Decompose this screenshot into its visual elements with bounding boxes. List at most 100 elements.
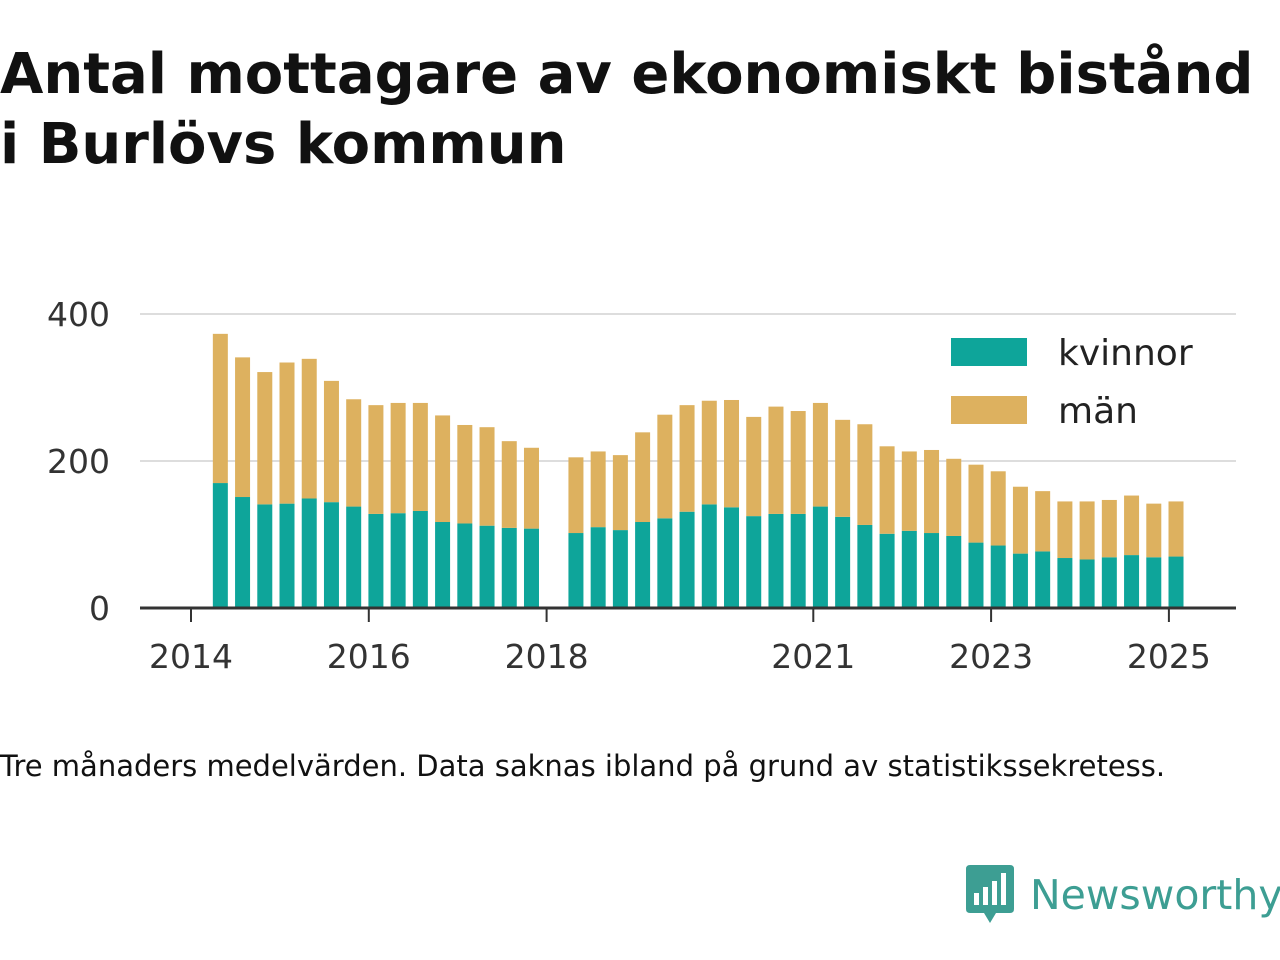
bar-kvinnor — [724, 507, 740, 608]
bar-man — [257, 372, 273, 505]
bar-kvinnor — [746, 516, 762, 608]
bar-kvinnor — [790, 513, 806, 608]
legend: kvinnor män — [951, 333, 1193, 432]
legend-man-label: män — [1058, 391, 1138, 432]
legend-kvinnor-label: kvinnor — [1058, 333, 1193, 374]
x-tick-label: 2025 — [1127, 637, 1211, 676]
bar-man — [212, 333, 228, 484]
chart-title-line-2: i Burlövs kommun — [0, 112, 567, 177]
x-tick-label: 2023 — [949, 637, 1033, 676]
bar-man — [790, 411, 806, 514]
x-tick-label: 2018 — [505, 637, 589, 676]
x-tick-label: 2014 — [149, 637, 233, 676]
bar-kvinnor — [1012, 553, 1028, 608]
bar-kvinnor — [457, 523, 473, 608]
bar-kvinnor — [1057, 558, 1073, 608]
bar-man — [279, 362, 295, 504]
bar-man — [590, 451, 606, 528]
bar-man — [346, 399, 362, 507]
bar-man — [701, 400, 717, 505]
bar-man — [1035, 491, 1051, 552]
bar-kvinnor — [346, 506, 362, 608]
bar-kvinnor — [1124, 555, 1140, 608]
bar-kvinnor — [479, 525, 495, 608]
bar-man — [901, 451, 917, 531]
bar-man — [1146, 503, 1162, 558]
bar-man — [390, 402, 406, 514]
bar-kvinnor — [835, 516, 851, 608]
bar-man — [1057, 501, 1073, 559]
bar-man — [568, 457, 584, 534]
bar-kvinnor — [368, 513, 384, 608]
chart-title: Antal mottagare av ekonomiskt bistånd i … — [0, 40, 1280, 180]
bar-man — [635, 432, 651, 523]
bar-kvinnor — [768, 513, 784, 608]
bar-kvinnor — [1035, 551, 1051, 608]
bar-man — [479, 427, 495, 526]
bar-kvinnor — [590, 527, 606, 608]
bar-man — [301, 358, 317, 499]
bar-man — [679, 405, 695, 512]
chart-title-line-1: Antal mottagare av ekonomiskt bistånd — [0, 42, 1254, 107]
bar-man — [1079, 501, 1095, 560]
chart-caption: Tre månaders medelvärden. Data saknas ib… — [0, 749, 1166, 783]
bar-man — [746, 416, 762, 517]
bar-man — [968, 464, 984, 543]
bar-man — [990, 471, 1006, 546]
bar-man — [368, 405, 384, 514]
bar-man — [657, 414, 673, 519]
bar-man — [1124, 495, 1140, 556]
bar-kvinnor — [1168, 556, 1184, 608]
bar-kvinnor — [901, 530, 917, 608]
bar-kvinnor — [523, 528, 539, 608]
bar-kvinnor — [390, 513, 406, 608]
bar-man — [501, 441, 517, 528]
bar-kvinnor — [301, 498, 317, 608]
bar-kvinnor — [701, 504, 717, 608]
bar-kvinnor — [435, 522, 451, 608]
bar-man — [946, 458, 962, 536]
bar-man — [924, 449, 940, 534]
bar-man — [235, 357, 251, 498]
bar-kvinnor — [1146, 557, 1162, 608]
bar-man — [1101, 499, 1117, 558]
bar-kvinnor — [924, 533, 940, 608]
newsworthy-logo-icon — [966, 865, 1014, 923]
bar-kvinnor — [323, 502, 339, 608]
bar-man — [1168, 501, 1184, 557]
bar-kvinnor — [257, 504, 273, 608]
bar-kvinnor — [812, 506, 828, 608]
bar-man — [612, 455, 628, 531]
y-tick-label: 400 — [47, 295, 110, 334]
y-tick-label: 200 — [47, 442, 110, 481]
bar-kvinnor — [857, 524, 873, 608]
x-tick-label: 2021 — [771, 637, 855, 676]
newsworthy-logo-text: Newsworthy — [1030, 871, 1280, 919]
bar-kvinnor — [612, 530, 628, 608]
bar-man — [457, 424, 473, 524]
bar-man — [768, 406, 784, 514]
x-axis-ticks: 2014 2016 2018 2021 2023 2025 — [149, 608, 1211, 676]
bar-man — [812, 402, 828, 507]
bar-kvinnor — [568, 533, 584, 608]
bar-kvinnor — [501, 527, 517, 608]
bar-kvinnor — [635, 522, 651, 608]
bar-kvinnor — [212, 483, 228, 608]
bar-man — [1012, 486, 1028, 554]
bar-man — [412, 402, 428, 511]
legend-kvinnor-swatch — [951, 338, 1027, 366]
bar-kvinnor — [968, 542, 984, 608]
bar-man — [879, 446, 895, 534]
bar-man — [323, 380, 339, 503]
x-tick-label: 2016 — [327, 637, 411, 676]
bar-kvinnor — [1101, 557, 1117, 608]
bar-man — [435, 415, 451, 523]
bar-kvinnor — [412, 510, 428, 608]
bar-man — [523, 447, 539, 529]
bar-man — [857, 424, 873, 525]
bar-kvinnor — [1079, 559, 1095, 608]
bar-kvinnor — [235, 497, 251, 608]
bar-kvinnor — [679, 511, 695, 608]
y-tick-label: 0 — [89, 589, 110, 628]
